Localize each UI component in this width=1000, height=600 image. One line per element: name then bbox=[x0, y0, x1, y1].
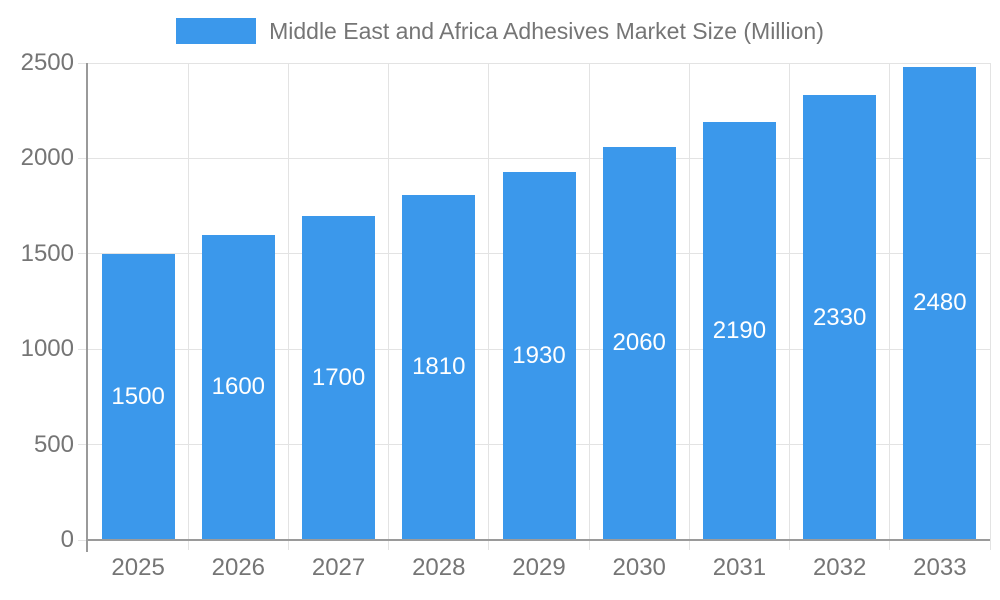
x-tick-label: 2028 bbox=[412, 554, 466, 581]
y-tick-label: 2500 bbox=[20, 49, 74, 76]
legend-title: Middle East and Africa Adhesives Market … bbox=[269, 18, 824, 44]
x-tick-label: 2033 bbox=[913, 554, 967, 581]
y-axis-line bbox=[86, 63, 88, 552]
y-tick-label: 2000 bbox=[20, 144, 74, 172]
v-gridline bbox=[688, 63, 690, 540]
legend-swatch-icon bbox=[176, 18, 257, 44]
x-axis-tick bbox=[989, 540, 991, 550]
bar-value-label: 2330 bbox=[812, 303, 867, 331]
bar-value-label: 2060 bbox=[612, 329, 666, 357]
x-axis-tick bbox=[588, 540, 590, 550]
x-axis-tick bbox=[187, 540, 189, 550]
bar-2026 bbox=[201, 234, 275, 540]
v-gridline bbox=[989, 63, 991, 540]
bar-value-label: 1500 bbox=[111, 382, 165, 410]
y-axis-tick bbox=[78, 444, 88, 446]
bar-value-label: 1810 bbox=[412, 353, 466, 381]
y-axis-tick bbox=[78, 539, 88, 541]
x-axis-tick bbox=[287, 540, 289, 550]
y-axis-tick bbox=[78, 253, 88, 255]
bar-value-label: 1600 bbox=[211, 373, 266, 401]
x-tick-label: 2031 bbox=[712, 554, 767, 581]
x-axis-tick bbox=[688, 540, 690, 550]
y-axis-tick bbox=[78, 348, 88, 350]
v-gridline bbox=[287, 63, 289, 540]
y-tick-label: 0 bbox=[60, 526, 74, 553]
bar-value-label: 2480 bbox=[913, 289, 967, 317]
v-gridline bbox=[488, 63, 490, 540]
x-axis-line bbox=[88, 539, 990, 541]
bar-2025 bbox=[101, 253, 175, 540]
x-axis-tick bbox=[388, 540, 390, 550]
y-axis-tick bbox=[78, 157, 88, 159]
x-tick-label: 2027 bbox=[311, 554, 366, 581]
y-tick-label: 1500 bbox=[20, 239, 74, 267]
bar-value-label: 2190 bbox=[712, 317, 767, 345]
x-axis-tick bbox=[488, 540, 490, 550]
y-axis-tick bbox=[78, 62, 88, 64]
x-tick-label: 2026 bbox=[211, 554, 266, 581]
bar-2029 bbox=[502, 171, 576, 540]
x-tick-label: 2029 bbox=[512, 554, 566, 581]
chart-legend[interactable]: Middle East and Africa Adhesives Market … bbox=[0, 17, 1000, 45]
v-gridline bbox=[388, 63, 390, 540]
bar-value-label: 1700 bbox=[311, 363, 366, 391]
x-tick-label: 2032 bbox=[812, 554, 867, 581]
bar-2030 bbox=[602, 146, 676, 540]
x-tick-label: 2025 bbox=[111, 554, 165, 581]
v-gridline bbox=[588, 63, 590, 540]
y-tick-label: 1000 bbox=[20, 335, 74, 363]
bar-2027 bbox=[302, 215, 376, 540]
x-axis-tick bbox=[889, 540, 891, 550]
h-gridline bbox=[88, 157, 990, 159]
x-tick-label: 2030 bbox=[612, 554, 666, 581]
v-gridline bbox=[789, 63, 791, 540]
bar-2033 bbox=[903, 66, 977, 540]
v-gridline bbox=[187, 63, 189, 540]
bar-value-label: 1930 bbox=[512, 341, 566, 369]
bar-2028 bbox=[402, 194, 476, 540]
bar-2031 bbox=[702, 122, 776, 540]
x-axis-tick bbox=[789, 540, 791, 550]
h-gridline bbox=[88, 62, 990, 64]
y-tick-label: 500 bbox=[33, 430, 74, 458]
bar-2032 bbox=[803, 95, 877, 540]
v-gridline bbox=[889, 63, 891, 540]
